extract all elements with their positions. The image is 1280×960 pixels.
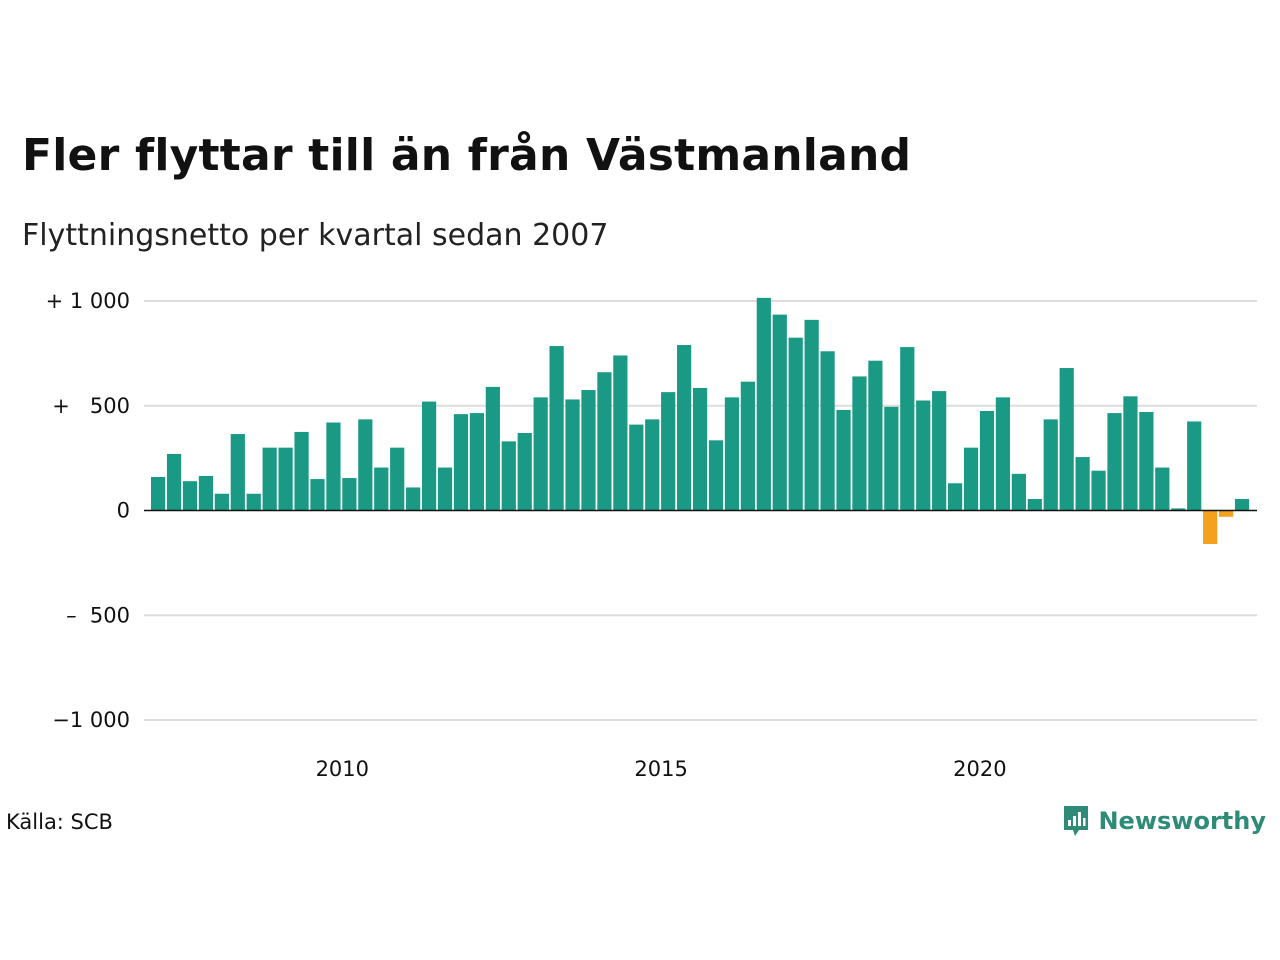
bar xyxy=(1155,467,1170,511)
bar xyxy=(629,424,644,511)
bar xyxy=(932,391,947,511)
bar xyxy=(326,422,341,511)
bar xyxy=(501,441,516,511)
bar xyxy=(485,386,500,511)
bar xyxy=(995,397,1011,511)
bar xyxy=(1203,510,1218,545)
bar xyxy=(421,401,437,511)
bar xyxy=(708,440,724,511)
bar xyxy=(1059,368,1074,511)
bar xyxy=(166,453,182,511)
bar xyxy=(1218,510,1234,517)
bar xyxy=(900,347,915,511)
x-tick-label: 2010 xyxy=(316,757,369,781)
bar xyxy=(310,479,325,511)
bar xyxy=(868,360,883,511)
bar xyxy=(437,467,453,511)
bar xyxy=(820,351,835,511)
bar xyxy=(533,397,548,511)
bar xyxy=(852,376,867,511)
bar xyxy=(645,419,660,511)
y-axis-tick-labels: + 1 000 + 500 0 – 500 −1 000 xyxy=(46,289,130,732)
y-tick-label: + 500 xyxy=(52,394,130,418)
bar xyxy=(597,372,612,511)
bar xyxy=(772,314,787,511)
bar xyxy=(278,447,293,511)
x-tick-label: 2015 xyxy=(634,757,687,781)
bar xyxy=(1091,470,1106,511)
bar xyxy=(469,413,484,511)
bar xyxy=(294,431,309,511)
bar xyxy=(342,478,357,511)
source-note: Källa: SCB xyxy=(6,810,113,834)
bar xyxy=(1171,508,1186,511)
bar xyxy=(724,397,740,511)
bar xyxy=(1234,498,1250,511)
bar xyxy=(788,337,803,511)
y-tick-label: + 1 000 xyxy=(46,289,130,313)
bar xyxy=(756,297,771,511)
bar xyxy=(884,406,899,511)
bar xyxy=(517,432,532,511)
bar xyxy=(677,345,692,511)
bar xyxy=(916,400,931,511)
bar xyxy=(740,381,755,511)
bar xyxy=(1011,473,1026,511)
bar xyxy=(214,493,229,511)
bar xyxy=(565,399,580,511)
y-tick-label: 0 xyxy=(117,499,130,523)
bar xyxy=(804,319,819,511)
bar xyxy=(692,387,708,511)
bar xyxy=(262,447,277,511)
chart-subtitle: Flyttningsnetto per kvartal sedan 2007 xyxy=(22,218,609,253)
bar xyxy=(151,476,166,511)
bar xyxy=(230,434,245,511)
brand-name: Newsworthy xyxy=(1098,807,1266,835)
y-tick-label: −1 000 xyxy=(52,708,130,732)
bar xyxy=(979,410,995,511)
bars xyxy=(151,297,1250,545)
bar xyxy=(661,392,676,511)
bar xyxy=(358,419,373,511)
bar xyxy=(1043,419,1058,511)
bar xyxy=(390,447,405,511)
bar xyxy=(963,447,979,511)
brand-logo: Newsworthy xyxy=(1062,804,1266,838)
bar xyxy=(198,475,214,511)
bar xyxy=(948,483,963,511)
bar xyxy=(836,409,851,511)
bar xyxy=(246,493,261,511)
y-tick-label: – 500 xyxy=(66,603,130,627)
bar xyxy=(374,467,389,511)
bar xyxy=(1139,412,1154,511)
bar xyxy=(1123,396,1138,511)
bar-chart: + 1 000 + 500 0 – 500 −1 000 2010 2015 2020 xyxy=(46,289,1257,781)
bar-chart-speech-bubble-icon xyxy=(1064,806,1089,836)
chart-title: Fler flyttar till än från Västmanland xyxy=(22,130,912,181)
bar xyxy=(453,414,469,511)
bar xyxy=(613,355,628,511)
bar xyxy=(549,346,564,511)
bar xyxy=(1107,413,1122,511)
bar xyxy=(1027,498,1042,511)
bar xyxy=(182,481,198,511)
x-tick-label: 2020 xyxy=(953,757,1006,781)
bar xyxy=(581,390,596,511)
bar xyxy=(406,487,421,511)
bar xyxy=(1187,421,1202,511)
bar xyxy=(1075,457,1090,511)
x-axis-tick-labels: 2010 2015 2020 xyxy=(316,757,1007,781)
